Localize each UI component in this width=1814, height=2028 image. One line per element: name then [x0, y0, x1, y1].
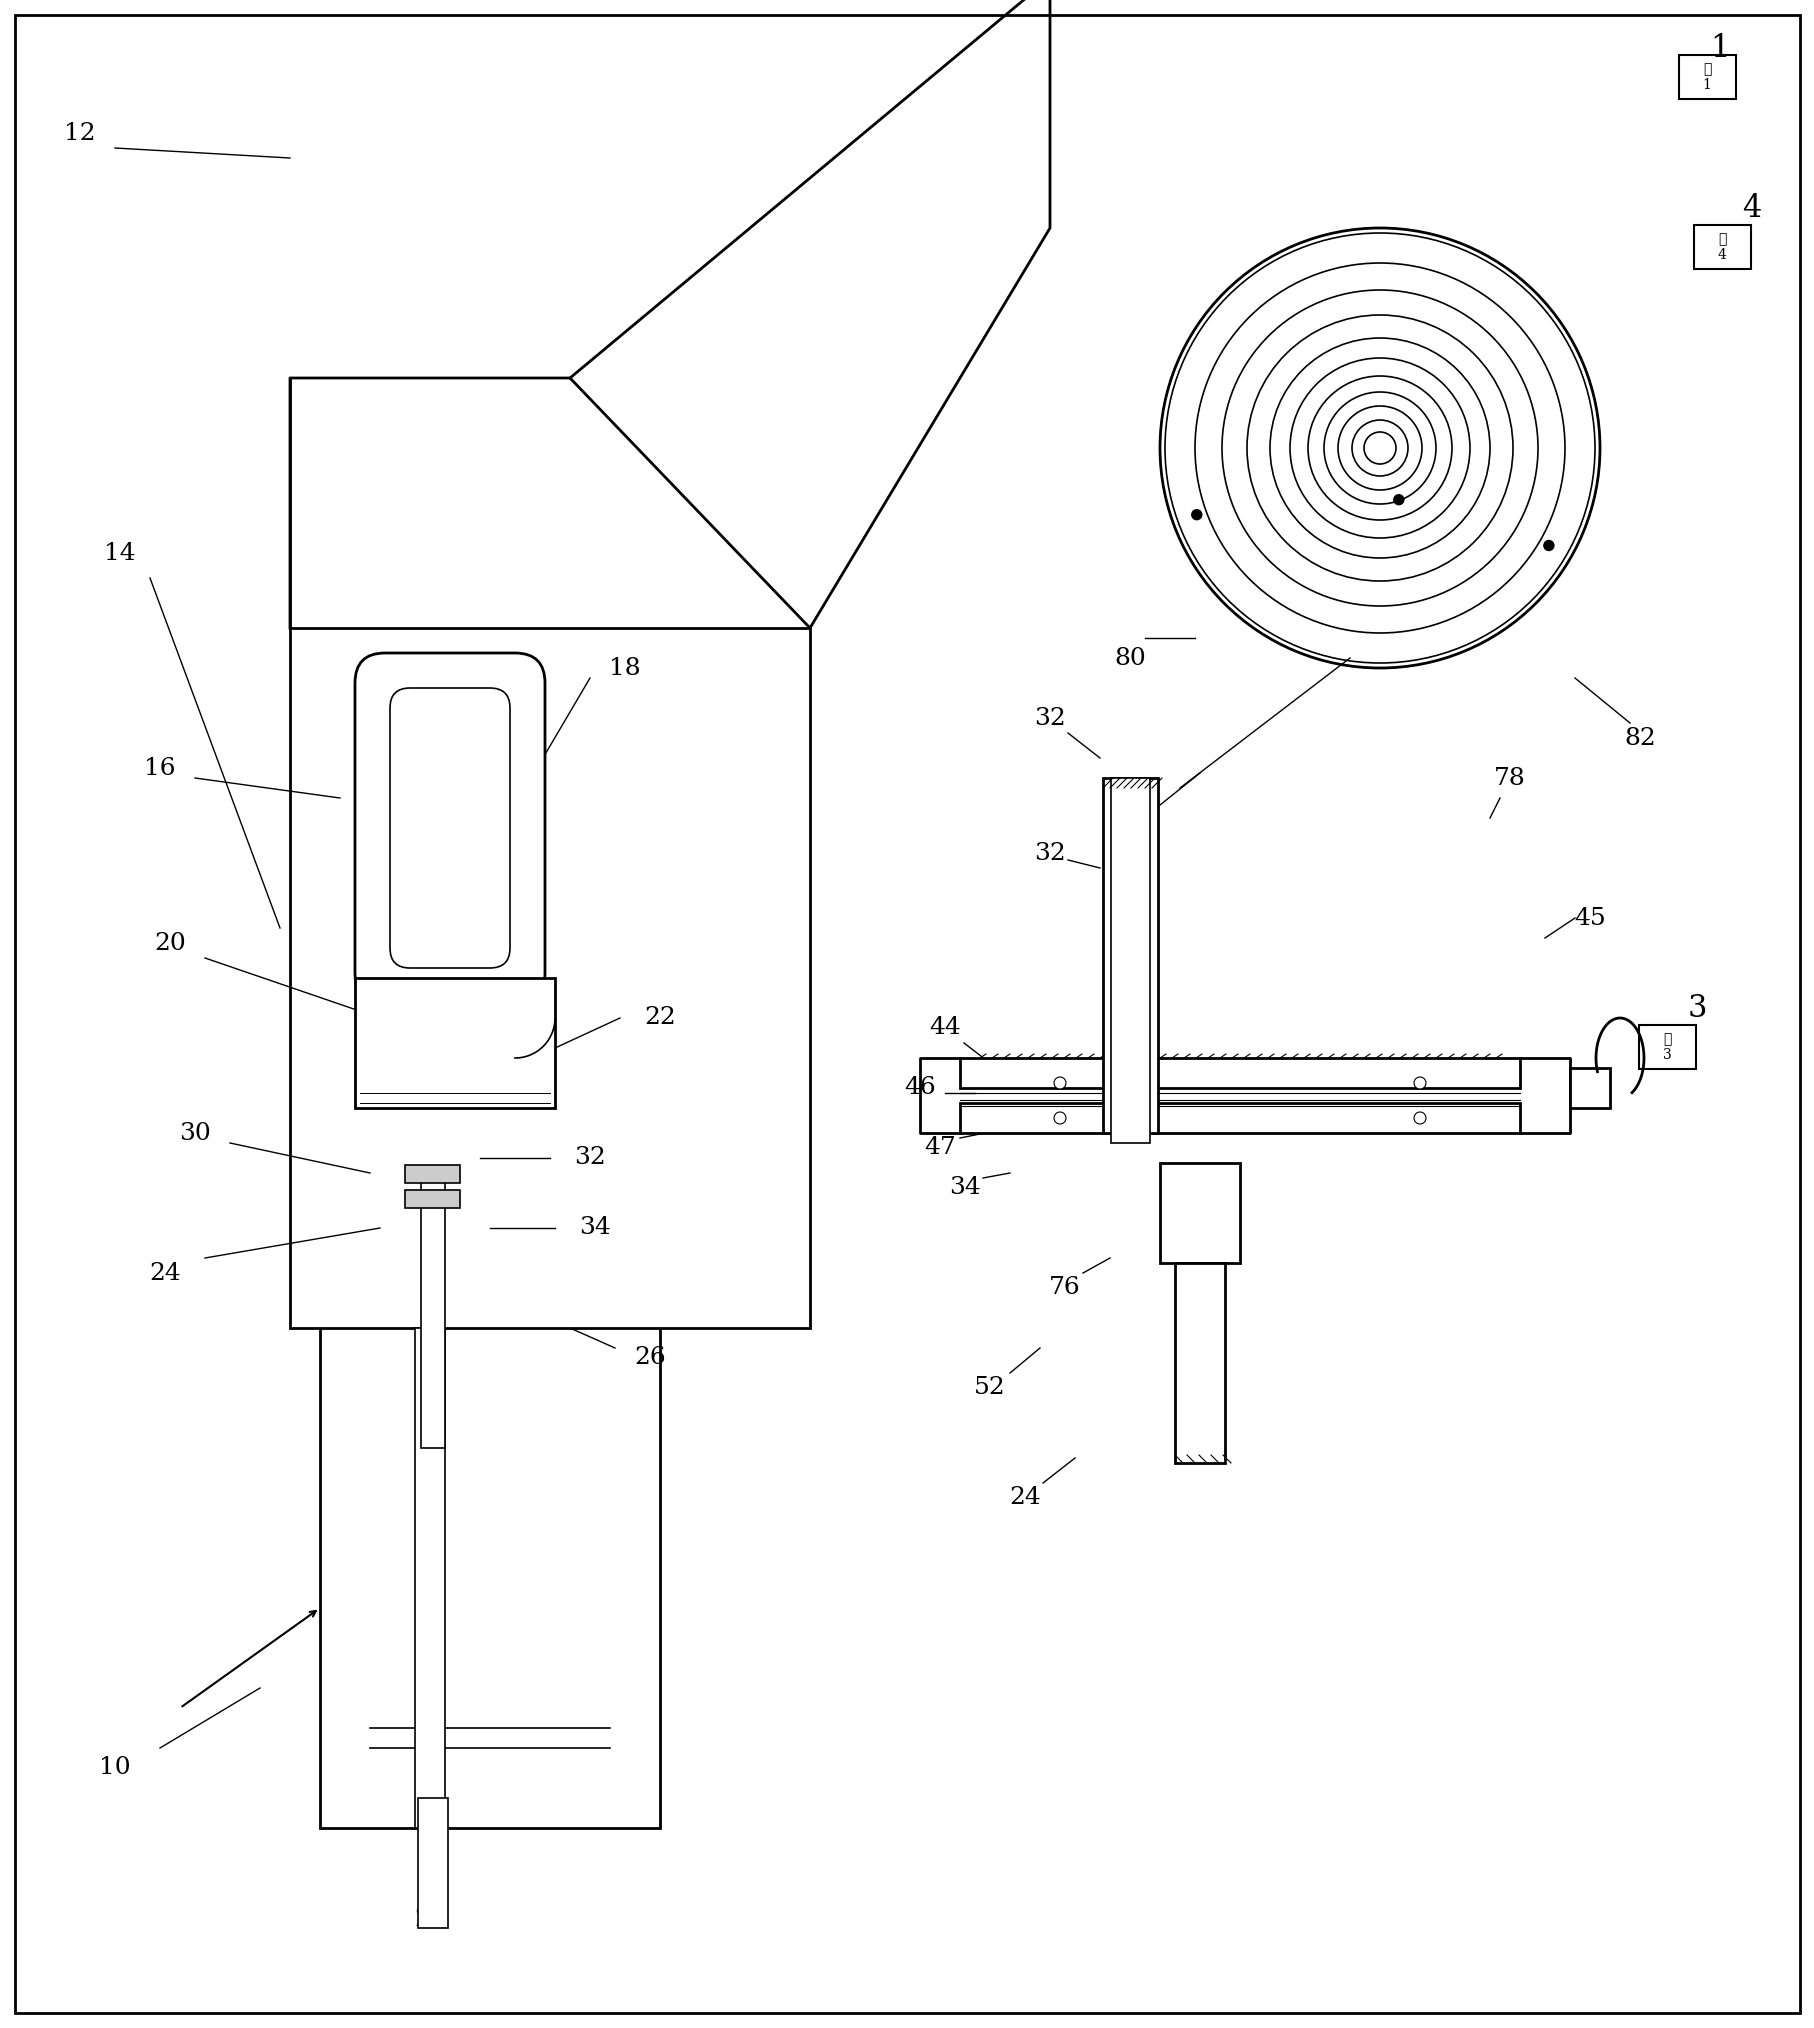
Text: 32: 32	[1034, 842, 1065, 864]
Bar	[319, 1308, 660, 1827]
Text: 10: 10	[100, 1756, 131, 1779]
Bar	[1174, 1263, 1224, 1462]
Bar	[417, 1799, 448, 1929]
Text: 18: 18	[610, 657, 640, 679]
Text: 34: 34	[949, 1176, 980, 1199]
Text: 82: 82	[1624, 726, 1654, 750]
Text: 図
3: 図 3	[1662, 1032, 1671, 1063]
Circle shape	[1054, 1111, 1065, 1124]
Text: 34: 34	[579, 1217, 611, 1239]
Bar	[960, 1059, 1518, 1087]
FancyBboxPatch shape	[356, 653, 544, 1004]
Circle shape	[1413, 1111, 1426, 1124]
Circle shape	[1054, 1077, 1065, 1089]
Bar	[290, 629, 809, 1328]
Bar	[421, 1168, 444, 1448]
Text: 図
1: 図 1	[1702, 63, 1711, 91]
Text: 28: 28	[414, 1908, 446, 1931]
Text: 30: 30	[180, 1121, 210, 1144]
Text: 24: 24	[149, 1261, 181, 1284]
Text: 26: 26	[633, 1347, 666, 1369]
Text: 44: 44	[1114, 817, 1145, 840]
Bar	[356, 977, 555, 1107]
Text: 46: 46	[903, 1077, 936, 1099]
Bar	[1159, 1162, 1239, 1263]
Text: 76: 76	[1048, 1276, 1081, 1300]
Circle shape	[1544, 541, 1553, 550]
Text: 1: 1	[1709, 32, 1729, 63]
Bar	[405, 1164, 459, 1182]
Text: 47: 47	[923, 1136, 956, 1160]
FancyBboxPatch shape	[1638, 1024, 1694, 1069]
Bar	[1569, 1069, 1609, 1107]
Circle shape	[1192, 509, 1201, 519]
Text: 20: 20	[154, 931, 185, 955]
Text: 24: 24	[1009, 1487, 1039, 1509]
FancyBboxPatch shape	[1692, 225, 1751, 270]
Bar	[1110, 779, 1150, 1144]
Text: 3: 3	[1687, 992, 1705, 1024]
Text: 32: 32	[1034, 706, 1065, 730]
FancyBboxPatch shape	[390, 687, 510, 967]
Text: 図
4: 図 4	[1716, 231, 1725, 262]
Text: 22: 22	[644, 1006, 675, 1030]
Text: 45: 45	[1573, 907, 1605, 929]
Circle shape	[1393, 495, 1402, 505]
Text: 14: 14	[103, 541, 136, 564]
Bar	[1103, 779, 1157, 1134]
Text: 78: 78	[1493, 767, 1526, 789]
Text: 52: 52	[974, 1377, 1005, 1399]
Text: 80: 80	[1114, 647, 1145, 669]
Circle shape	[1413, 1077, 1426, 1089]
Text: 4: 4	[1741, 193, 1761, 223]
Bar	[405, 1190, 459, 1209]
FancyBboxPatch shape	[1678, 55, 1734, 99]
Circle shape	[1159, 227, 1600, 667]
Bar	[415, 1328, 444, 1827]
Text: 12: 12	[63, 122, 96, 144]
Text: 32: 32	[573, 1146, 606, 1170]
Text: 16: 16	[143, 756, 176, 779]
Text: 44: 44	[929, 1016, 960, 1040]
Bar	[960, 1103, 1518, 1134]
